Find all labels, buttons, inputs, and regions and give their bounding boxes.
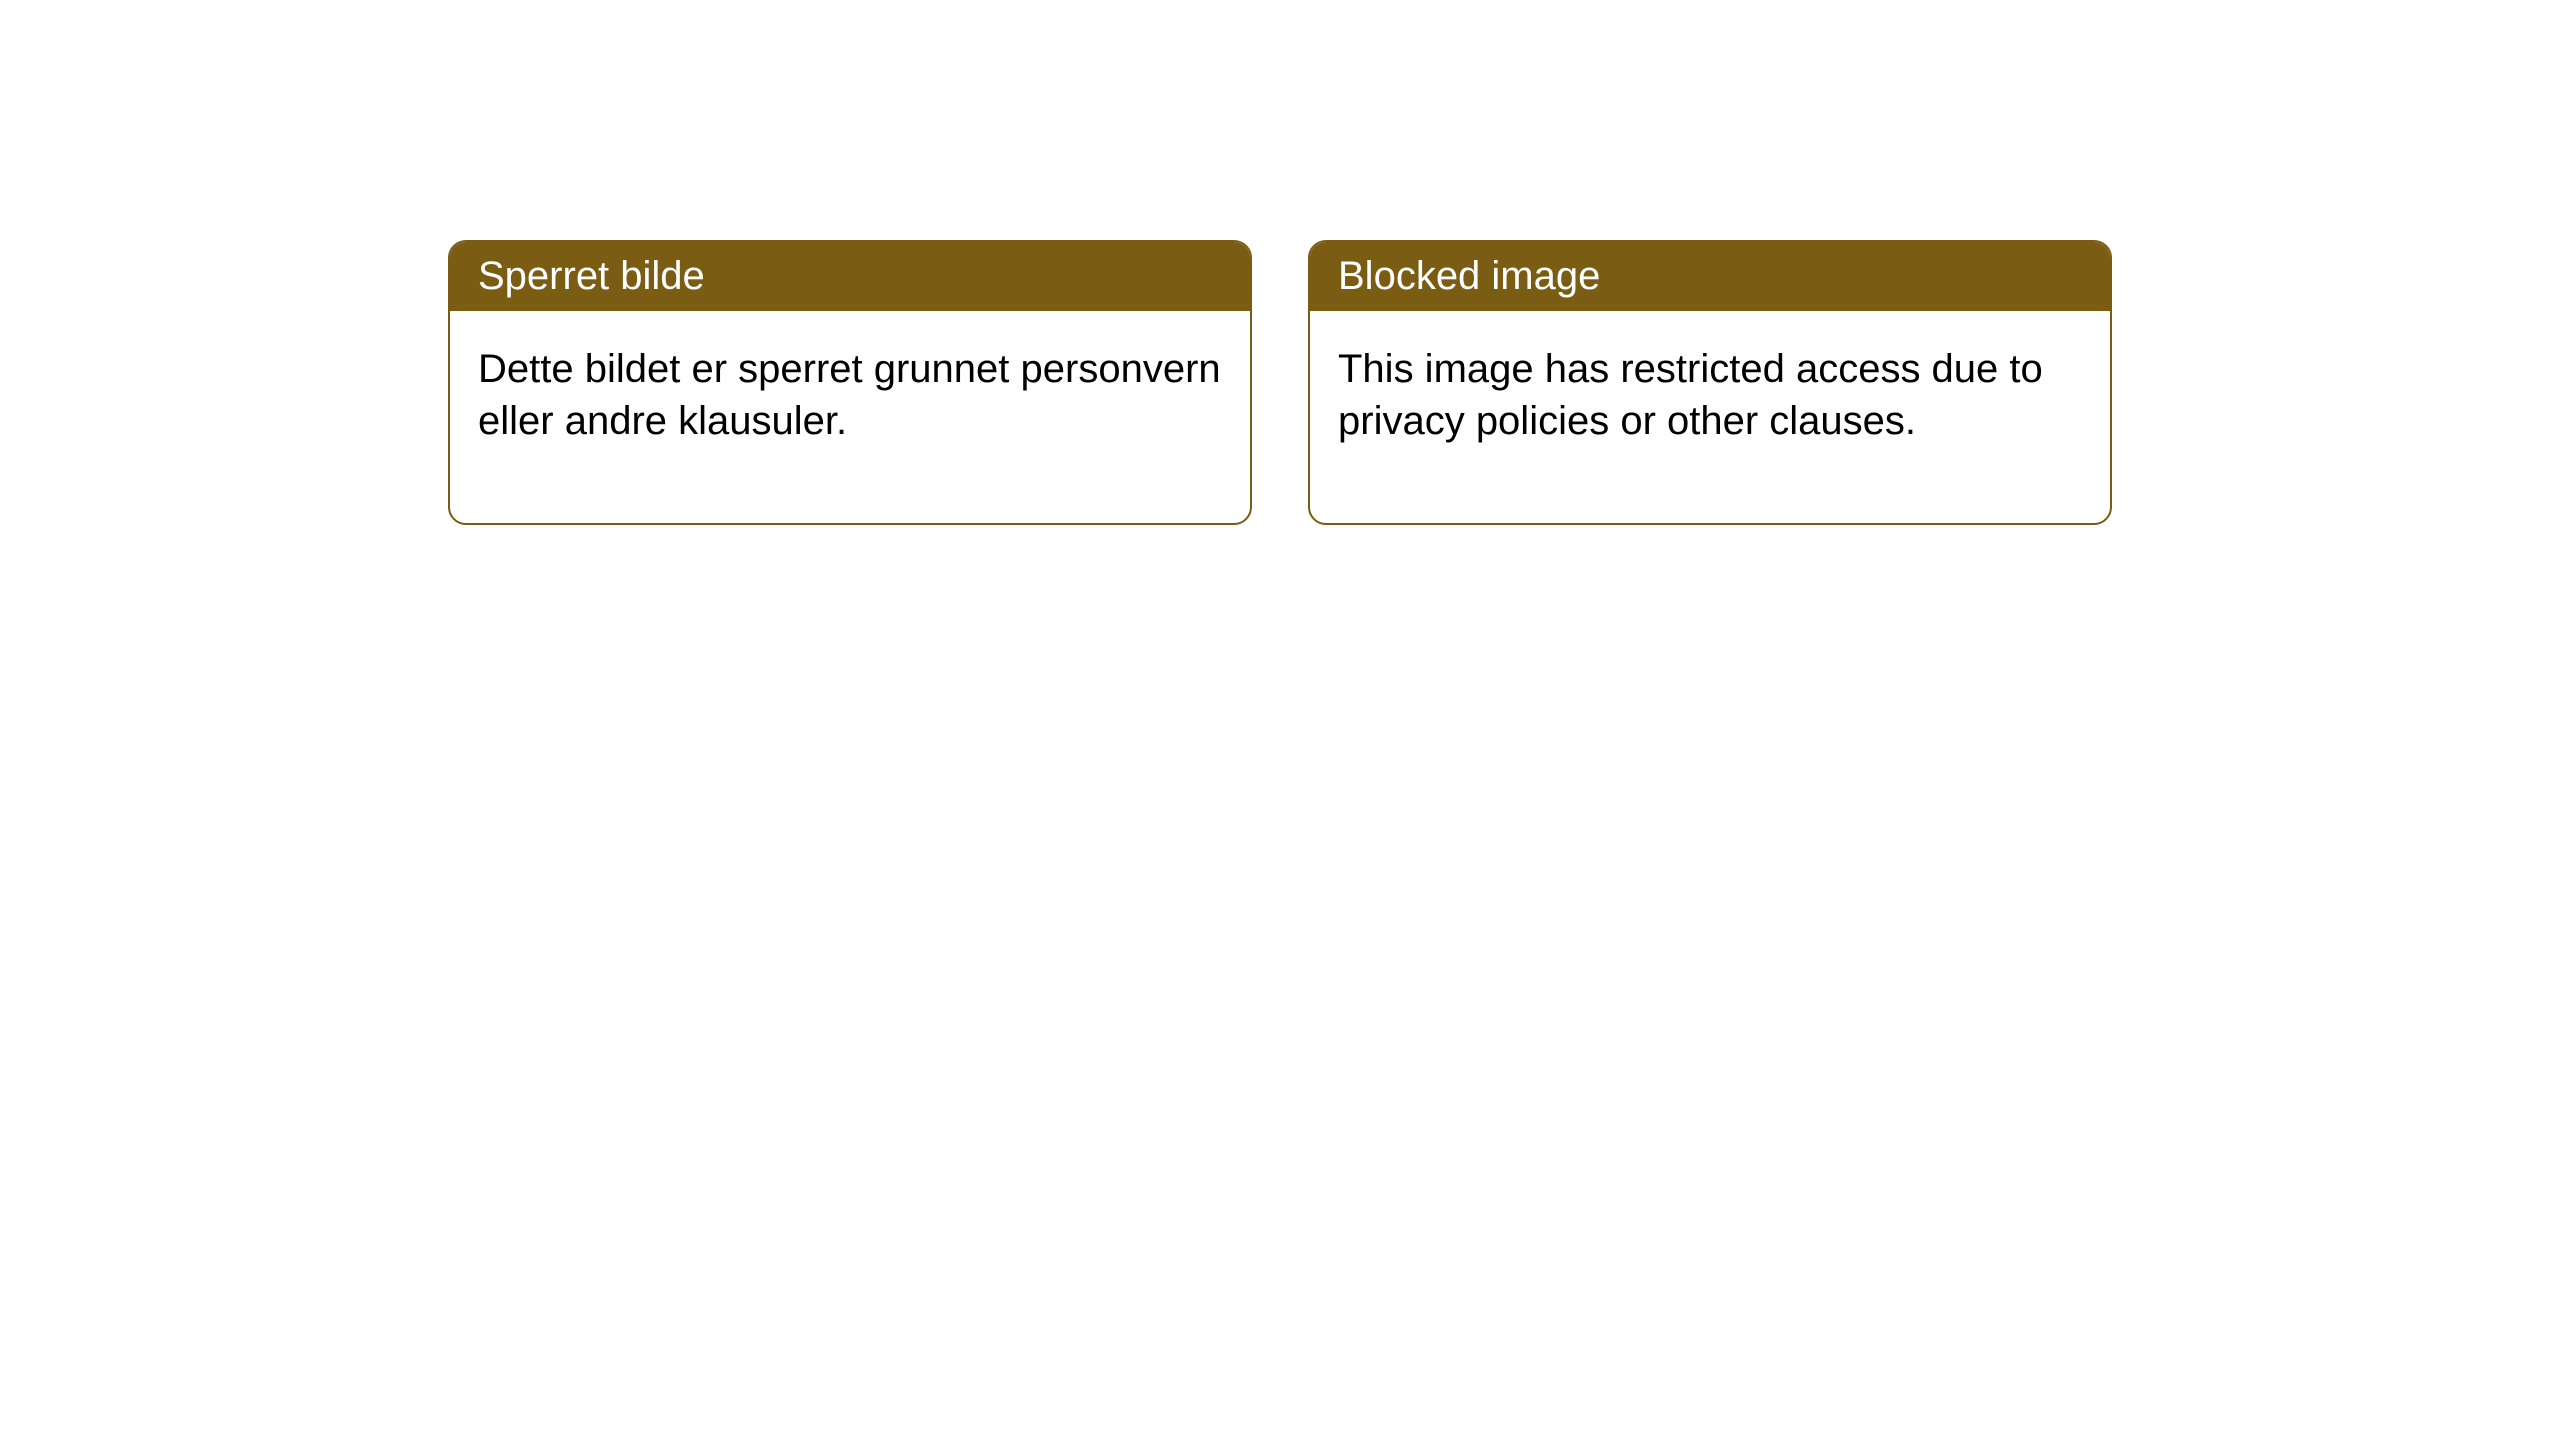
card-body: Dette bildet er sperret grunnet personve… (450, 311, 1250, 523)
card-header: Blocked image (1310, 242, 2110, 311)
card-body-text: This image has restricted access due to … (1338, 347, 2043, 443)
card-body-text: Dette bildet er sperret grunnet personve… (478, 347, 1221, 443)
notice-card-norwegian: Sperret bilde Dette bildet er sperret gr… (448, 240, 1252, 525)
notice-card-english: Blocked image This image has restricted … (1308, 240, 2112, 525)
card-title: Sperret bilde (478, 254, 705, 298)
card-header: Sperret bilde (450, 242, 1250, 311)
notice-cards-row: Sperret bilde Dette bildet er sperret gr… (448, 240, 2560, 525)
card-body: This image has restricted access due to … (1310, 311, 2110, 523)
card-title: Blocked image (1338, 254, 1600, 298)
